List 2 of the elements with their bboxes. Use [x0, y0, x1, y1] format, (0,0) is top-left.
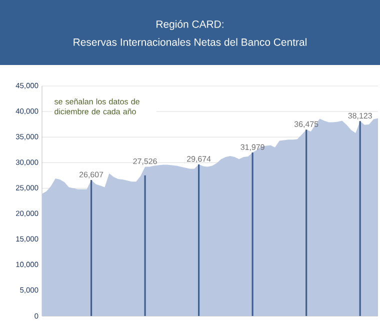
- chart-title: Región CARD:: [156, 20, 224, 30]
- chart-subtitle: Reservas Internacionales Netas del Banco Central: [74, 38, 306, 46]
